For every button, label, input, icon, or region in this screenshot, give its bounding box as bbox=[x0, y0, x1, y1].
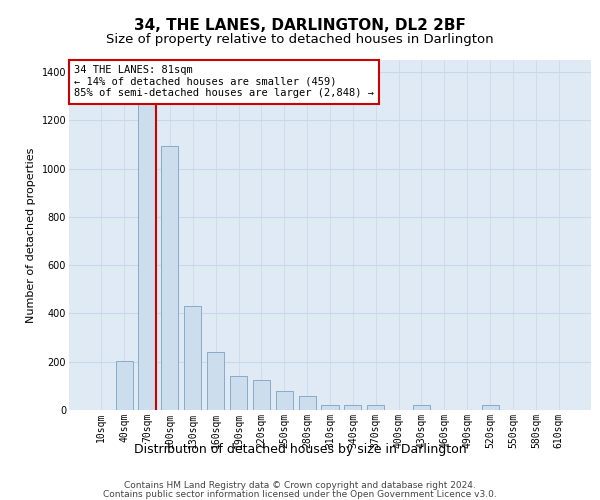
Bar bbox=[184, 306, 202, 410]
Text: Size of property relative to detached houses in Darlington: Size of property relative to detached ho… bbox=[106, 32, 494, 46]
Text: 34, THE LANES, DARLINGTON, DL2 2BF: 34, THE LANES, DARLINGTON, DL2 2BF bbox=[134, 18, 466, 32]
Bar bbox=[482, 405, 499, 410]
Bar bbox=[322, 405, 338, 410]
Text: Contains public sector information licensed under the Open Government Licence v3: Contains public sector information licen… bbox=[103, 490, 497, 499]
Bar bbox=[230, 376, 247, 410]
Text: 34 THE LANES: 81sqm
← 14% of detached houses are smaller (459)
85% of semi-detac: 34 THE LANES: 81sqm ← 14% of detached ho… bbox=[74, 66, 374, 98]
Bar bbox=[253, 380, 270, 410]
Bar bbox=[344, 405, 361, 410]
Bar bbox=[275, 390, 293, 410]
Text: Contains HM Land Registry data © Crown copyright and database right 2024.: Contains HM Land Registry data © Crown c… bbox=[124, 481, 476, 490]
Bar bbox=[367, 405, 385, 410]
Bar bbox=[299, 396, 316, 410]
Text: Distribution of detached houses by size in Darlington: Distribution of detached houses by size … bbox=[134, 442, 466, 456]
Bar bbox=[161, 146, 178, 410]
Bar bbox=[207, 352, 224, 410]
Bar bbox=[116, 360, 133, 410]
Bar bbox=[139, 94, 155, 410]
Bar bbox=[413, 405, 430, 410]
Y-axis label: Number of detached properties: Number of detached properties bbox=[26, 148, 36, 322]
